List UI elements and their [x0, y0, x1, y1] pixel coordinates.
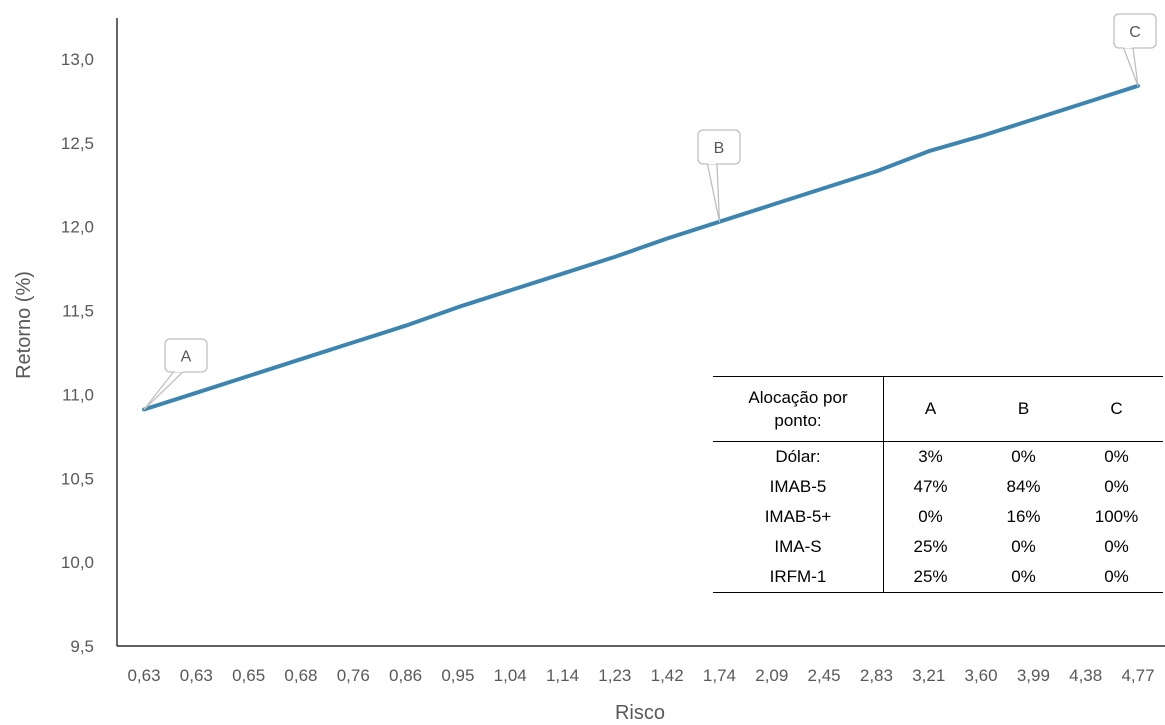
y-tick-label: 12,0 [61, 218, 94, 237]
callout-pointer [706, 162, 721, 223]
x-tick-label: 3,60 [965, 666, 998, 685]
table-row-label: IRFM-1 [713, 562, 884, 593]
series-line [142, 83, 1140, 412]
data-point [194, 391, 198, 395]
data-point [1084, 101, 1088, 105]
callout-pointer [1122, 46, 1139, 87]
table-cell: 84% [1006, 477, 1041, 496]
callout-b: B [697, 129, 741, 223]
table-column-header: A [883, 376, 977, 442]
x-axis-title: Risco [615, 702, 665, 724]
x-tick-label: 2,83 [860, 666, 893, 685]
callout-label: A [181, 349, 192, 366]
y-axis-ticks: 9,5 10,0 10,5 11,0 11,5 12,0 12,5 13,0 [61, 50, 94, 656]
x-tick-label: 1,14 [546, 666, 579, 685]
table-column-header: C [1070, 376, 1163, 442]
table-row-label: IMA-S [713, 532, 884, 562]
data-point [613, 255, 617, 259]
data-point [822, 186, 826, 190]
data-point [979, 134, 983, 138]
data-point [456, 305, 460, 309]
table-cell: 0% [1011, 537, 1036, 556]
y-tick-label: 12,5 [61, 134, 94, 153]
table-column-header: B [977, 376, 1070, 442]
x-tick-label: 0,63 [127, 666, 160, 685]
x-tick-label: 2,09 [755, 666, 788, 685]
callout-layer: A B C [143, 13, 1157, 411]
table-cell: 0% [1011, 567, 1036, 586]
data-point [351, 340, 355, 344]
data-point [404, 324, 408, 328]
data-point [508, 288, 512, 292]
table-cell: 16% [1006, 507, 1041, 526]
x-tick-label: 1,04 [494, 666, 527, 685]
y-tick-label: 13,0 [61, 50, 94, 69]
callout-c: C [1113, 13, 1157, 87]
x-tick-label: 3,99 [1017, 666, 1050, 685]
series-layer [142, 83, 1140, 412]
y-tick-label: 11,0 [62, 385, 94, 404]
y-tick-label: 11,5 [62, 302, 94, 321]
y-tick-label: 9,5 [70, 637, 94, 656]
callout-box [1113, 13, 1157, 49]
y-axis-title: Retorno (%) [13, 271, 35, 379]
table-cell: 0% [1104, 477, 1129, 496]
table-row-label: IMAB-5+ [713, 502, 884, 532]
table-cell: 0% [1104, 447, 1129, 466]
table-cell: 100% [1094, 507, 1139, 526]
data-point [665, 236, 669, 240]
data-point [299, 357, 303, 361]
data-point [874, 169, 878, 173]
table-row: IRFM-1 25% 0% 0% [713, 562, 1163, 593]
x-tick-label: 0,65 [232, 666, 265, 685]
table-cell: 0% [1011, 447, 1036, 466]
table-cell: 0% [1104, 537, 1129, 556]
table-row: IMAB-5 47% 84% 0% [713, 472, 1163, 502]
x-tick-label: 4,38 [1069, 666, 1102, 685]
data-point [247, 374, 251, 378]
x-axis-ticks: 0,63 0,63 0,65 0,68 0,76 0,86 0,95 1,04 1,14 1,23… [127, 666, 1154, 685]
callout-label: C [1129, 24, 1141, 41]
table-cell: 25% [913, 537, 948, 556]
table-cell: 0% [918, 507, 943, 526]
x-tick-label: 2,45 [808, 666, 841, 685]
x-tick-label: 1,42 [651, 666, 684, 685]
x-tick-label: 3,21 [912, 666, 945, 685]
x-tick-label: 0,76 [337, 666, 370, 685]
table-row-label: Dólar: [713, 441, 884, 472]
x-tick-label: 0,68 [284, 666, 317, 685]
x-tick-label: 4,77 [1121, 666, 1154, 685]
table-row: IMAB-5+ 0% 16% 100% [713, 502, 1163, 532]
y-tick-label: 10,0 [61, 553, 94, 572]
callout-box [697, 129, 741, 165]
table-cell: 25% [913, 567, 948, 586]
callout-label: B [714, 140, 725, 157]
data-point [927, 149, 931, 153]
table-row: IMA-S 25% 0% 0% [713, 532, 1163, 562]
table-cell: 3% [918, 447, 943, 466]
table-header-row: Alocação por ponto: A B C [713, 376, 1163, 442]
y-tick-label: 10,5 [61, 469, 94, 488]
table-row-label: IMAB-5 [713, 472, 884, 502]
callout-box [164, 338, 208, 373]
allocation-table: Alocação por ponto: A B C Dólar: 3% 0% 0… [713, 376, 1163, 593]
x-tick-label: 0,86 [389, 666, 422, 685]
x-tick-label: 0,95 [441, 666, 474, 685]
table-cell: 47% [913, 477, 948, 496]
table-corner-label: Alocação por ponto: [713, 376, 884, 442]
data-point [770, 203, 774, 207]
data-point [561, 272, 565, 276]
data-point [1031, 117, 1035, 121]
table-row: Dólar: 3% 0% 0% [713, 441, 1163, 472]
x-tick-label: 1,74 [703, 666, 736, 685]
x-tick-label: 0,63 [180, 666, 213, 685]
callout-a: A [143, 338, 208, 411]
x-tick-label: 1,23 [598, 666, 631, 685]
table-cell: 0% [1104, 567, 1129, 586]
